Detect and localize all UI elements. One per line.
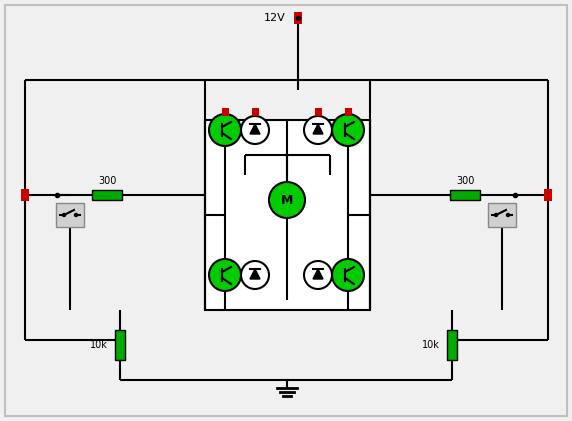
Text: 300: 300 [98, 176, 116, 186]
Polygon shape [313, 269, 323, 279]
Text: 300: 300 [456, 176, 474, 186]
Polygon shape [313, 124, 323, 134]
Bar [450, 190, 480, 200]
Circle shape [241, 261, 269, 289]
Circle shape [209, 259, 241, 291]
Circle shape [495, 213, 498, 216]
Circle shape [209, 114, 241, 146]
Bar [205, 120, 370, 310]
Polygon shape [250, 269, 260, 279]
Circle shape [74, 213, 77, 216]
Circle shape [506, 213, 510, 216]
Bar [315, 108, 321, 116]
Circle shape [332, 114, 364, 146]
Polygon shape [250, 124, 260, 134]
Bar [115, 330, 125, 360]
Bar [221, 108, 228, 116]
Bar [92, 190, 122, 200]
Text: M: M [281, 194, 293, 206]
Bar [488, 203, 516, 227]
Bar [447, 330, 457, 360]
Bar [544, 189, 552, 201]
Bar [344, 108, 352, 116]
Text: 10k: 10k [90, 340, 108, 350]
Bar [252, 108, 259, 116]
Bar [21, 189, 29, 201]
Circle shape [269, 182, 305, 218]
Circle shape [62, 213, 66, 216]
Text: 10k: 10k [422, 340, 440, 350]
Circle shape [304, 116, 332, 144]
Bar [56, 203, 84, 227]
Bar [294, 12, 302, 24]
Circle shape [332, 259, 364, 291]
Text: 12V: 12V [264, 13, 286, 23]
Circle shape [241, 116, 269, 144]
Circle shape [304, 261, 332, 289]
